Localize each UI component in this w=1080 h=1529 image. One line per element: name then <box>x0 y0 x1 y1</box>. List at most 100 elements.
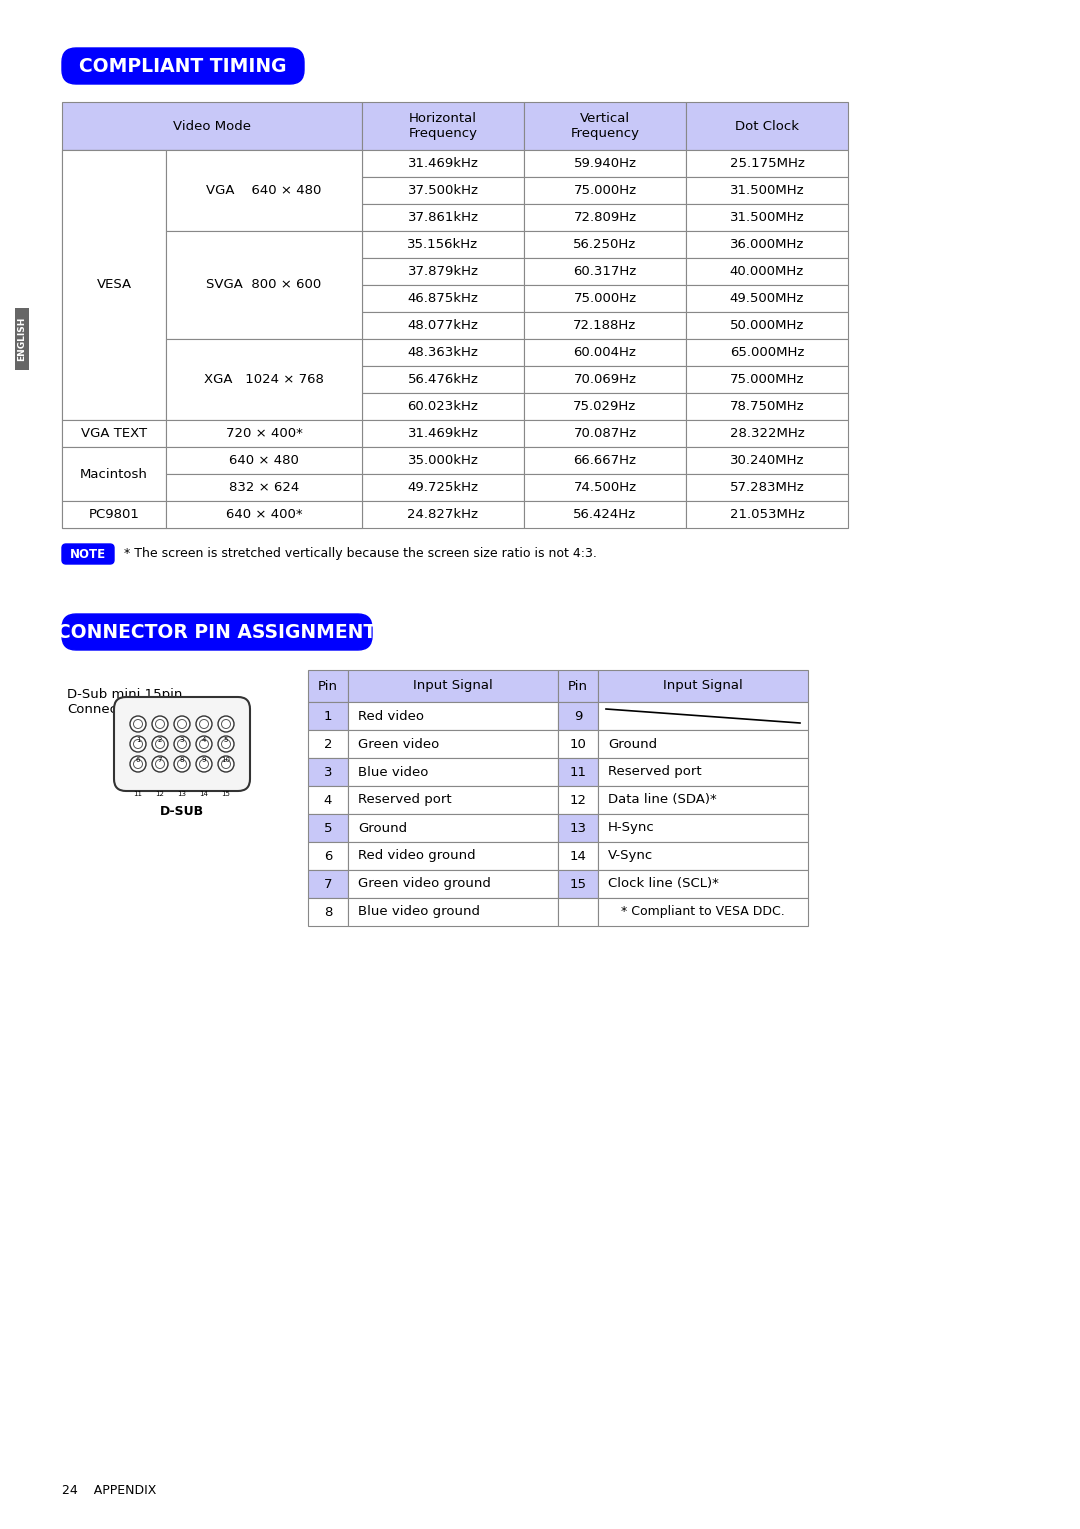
Text: 9: 9 <box>573 709 582 723</box>
Bar <box>558 786 598 813</box>
Text: Ground: Ground <box>357 821 407 835</box>
Bar <box>524 312 686 339</box>
Bar <box>308 702 348 729</box>
Text: 75.000MHz: 75.000MHz <box>730 373 805 385</box>
Bar <box>524 203 686 231</box>
Bar <box>686 150 848 177</box>
Bar <box>15 307 29 370</box>
Text: 72.188Hz: 72.188Hz <box>573 320 636 332</box>
Bar <box>362 312 524 339</box>
Circle shape <box>174 755 190 772</box>
Text: 11: 11 <box>569 766 586 778</box>
Bar <box>524 393 686 420</box>
Bar <box>558 729 598 758</box>
Text: VGA TEXT: VGA TEXT <box>81 427 147 440</box>
Bar <box>598 870 808 898</box>
Text: 14: 14 <box>200 790 208 797</box>
Bar <box>62 446 166 474</box>
Circle shape <box>134 740 143 749</box>
Bar <box>686 231 848 258</box>
Bar <box>166 420 362 446</box>
Text: 1: 1 <box>136 737 140 743</box>
Bar <box>166 339 362 365</box>
Text: 13: 13 <box>177 790 187 797</box>
Bar <box>308 758 348 786</box>
Circle shape <box>152 755 168 772</box>
Circle shape <box>177 720 187 728</box>
Text: Green video ground: Green video ground <box>357 878 491 890</box>
Circle shape <box>174 716 190 732</box>
Text: 57.283MHz: 57.283MHz <box>730 482 805 494</box>
Bar <box>348 842 558 870</box>
Bar <box>62 446 166 502</box>
Bar <box>166 231 362 258</box>
Bar <box>362 393 524 420</box>
FancyBboxPatch shape <box>62 615 372 650</box>
Bar <box>598 670 808 702</box>
Circle shape <box>177 740 187 749</box>
Text: XGA   1024 × 768: XGA 1024 × 768 <box>204 373 324 385</box>
Text: 2: 2 <box>158 737 162 743</box>
Text: * Compliant to VESA DDC.: * Compliant to VESA DDC. <box>621 905 785 919</box>
Text: 5: 5 <box>224 737 228 743</box>
Text: VGA    640 × 480: VGA 640 × 480 <box>206 183 322 197</box>
Text: 56.250Hz: 56.250Hz <box>573 239 636 251</box>
Text: 49.725kHz: 49.725kHz <box>407 482 478 494</box>
Text: Blue video ground: Blue video ground <box>357 905 480 919</box>
Bar <box>362 258 524 284</box>
Text: 8: 8 <box>324 905 333 919</box>
Bar <box>166 474 362 502</box>
Text: 7: 7 <box>324 878 333 890</box>
Bar <box>558 870 598 898</box>
Bar <box>362 231 524 258</box>
Text: 66.667Hz: 66.667Hz <box>573 454 636 466</box>
Text: 4: 4 <box>324 794 333 806</box>
Text: 4: 4 <box>202 737 206 743</box>
Bar <box>524 231 686 258</box>
Text: Blue video: Blue video <box>357 766 429 778</box>
FancyBboxPatch shape <box>62 47 303 84</box>
Bar <box>524 365 686 393</box>
Bar <box>598 729 808 758</box>
Bar <box>348 729 558 758</box>
Bar <box>62 284 166 312</box>
Text: 31.469kHz: 31.469kHz <box>407 157 478 170</box>
Bar <box>166 339 362 420</box>
Bar <box>62 474 166 502</box>
Circle shape <box>221 740 230 749</box>
Bar <box>166 474 362 502</box>
Text: 60.023kHz: 60.023kHz <box>407 401 478 413</box>
Text: Red video: Red video <box>357 709 424 723</box>
Text: 75.000Hz: 75.000Hz <box>573 292 636 304</box>
Text: Input Signal: Input Signal <box>414 679 492 693</box>
Bar <box>524 339 686 365</box>
Text: 31.469kHz: 31.469kHz <box>407 427 478 440</box>
Text: 6: 6 <box>136 757 140 763</box>
Bar <box>686 474 848 502</box>
Text: 59.940Hz: 59.940Hz <box>573 157 636 170</box>
Text: 8: 8 <box>179 757 185 763</box>
FancyBboxPatch shape <box>62 544 114 564</box>
Circle shape <box>156 760 164 769</box>
Text: 35.156kHz: 35.156kHz <box>407 239 478 251</box>
Text: Data line (SDA)*: Data line (SDA)* <box>608 794 717 806</box>
Text: Green video: Green video <box>357 737 440 751</box>
Text: 56.476kHz: 56.476kHz <box>407 373 478 385</box>
Bar <box>348 898 558 927</box>
Circle shape <box>130 755 146 772</box>
Text: D-Sub mini 15pin
Connector: D-Sub mini 15pin Connector <box>67 688 183 716</box>
Text: 3: 3 <box>324 766 333 778</box>
Text: 14: 14 <box>569 850 586 862</box>
Bar <box>62 420 166 446</box>
Bar <box>558 670 598 702</box>
Text: 46.875kHz: 46.875kHz <box>407 292 478 304</box>
Bar <box>62 502 166 528</box>
Circle shape <box>200 740 208 749</box>
Bar <box>308 870 348 898</box>
Text: 48.077kHz: 48.077kHz <box>407 320 478 332</box>
Circle shape <box>195 735 212 752</box>
Bar <box>362 446 524 474</box>
Text: 48.363kHz: 48.363kHz <box>407 346 478 359</box>
Text: 15: 15 <box>569 878 586 890</box>
Text: 72.809Hz: 72.809Hz <box>573 211 636 225</box>
